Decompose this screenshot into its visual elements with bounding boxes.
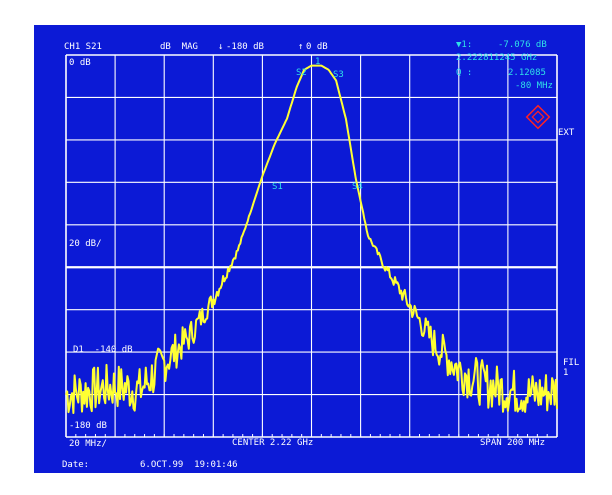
freq-div-label: 20 MHz/ xyxy=(69,439,107,449)
s21-trace xyxy=(65,64,558,414)
q-value: 2.12085 xyxy=(508,68,546,78)
fil-number: 1 xyxy=(563,368,569,378)
marker-s4-label: S4 xyxy=(352,182,363,192)
scale-arrow: ↑ xyxy=(298,42,304,52)
marker-s2-label: S2 xyxy=(296,68,307,78)
date-value: 6.OCT.99 19:01:46 xyxy=(140,460,238,470)
ext-trigger-icon xyxy=(525,104,551,130)
span-label: SPAN 200 MHz xyxy=(480,438,546,448)
bottom-ref-label: -180 dB xyxy=(69,421,107,431)
top-ref-label: 0 dB xyxy=(69,58,91,68)
q-label: Q : xyxy=(456,68,473,78)
ref-level: -180 dB xyxy=(226,42,264,52)
fil-label: FIL xyxy=(563,358,580,368)
marker-label: ▼1: xyxy=(456,40,473,50)
ref-arrow: ↓ xyxy=(218,42,224,52)
format-label: dB MAG xyxy=(160,42,198,52)
date-label: Date: xyxy=(62,460,90,470)
scale-label: 0 dB xyxy=(306,42,328,52)
marker-value: -7.076 dB xyxy=(498,40,547,50)
div-label: 20 dB/ xyxy=(69,239,102,249)
display-line-label: D1 -140 dB xyxy=(73,345,133,355)
marker-s3-label: S3 xyxy=(333,70,344,80)
ext-label: EXT xyxy=(558,128,575,138)
bandwidth-value: -80 MHz xyxy=(515,81,553,91)
marker-frequency: 2.222811245 GHz xyxy=(456,53,538,63)
marker-s1-label: S1 xyxy=(272,182,283,192)
marker-1-label: 1 xyxy=(315,57,321,67)
center-frequency: CENTER 2.22 GHz xyxy=(232,438,314,448)
channel-label: CH1 S21 xyxy=(64,42,102,52)
